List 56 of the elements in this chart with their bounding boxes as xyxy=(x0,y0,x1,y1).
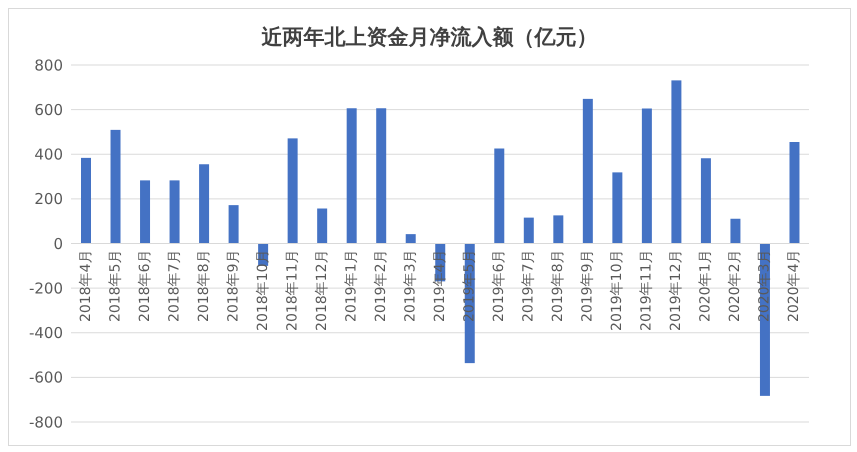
bar xyxy=(671,80,682,244)
y-tick-label: -200 xyxy=(28,279,63,298)
x-tick-label: 2019年1月 xyxy=(343,250,360,322)
x-tick-label: 2019年6月 xyxy=(491,250,508,322)
bar xyxy=(346,108,357,244)
x-tick-label: 2019年12月 xyxy=(668,250,684,331)
x-tick-label: 2018年12月 xyxy=(314,250,330,331)
y-tick-label: 0 xyxy=(53,234,63,253)
bar xyxy=(642,108,652,244)
bar xyxy=(524,218,534,244)
x-tick-label: 2019年3月 xyxy=(402,250,418,322)
x-tick-label: 2019年11月 xyxy=(638,250,655,331)
x-tick-label: 2020年2月 xyxy=(727,250,744,322)
x-tick-label: 2019年9月 xyxy=(580,250,596,322)
x-tick-label: 2020年4月 xyxy=(786,250,802,322)
bar xyxy=(553,215,564,244)
x-tick-label: 2018年5月 xyxy=(107,250,124,322)
x-tick-label: 2018年9月 xyxy=(225,250,242,322)
bar xyxy=(612,172,622,244)
bar xyxy=(494,148,504,244)
bar xyxy=(288,138,298,244)
x-tick-label: 2019年7月 xyxy=(520,250,537,322)
chart-title: 近两年北上资金月净流入额（亿元） xyxy=(260,24,598,51)
x-tick-label: 2018年10月 xyxy=(254,250,271,331)
bar xyxy=(81,158,91,244)
y-tick-label: 400 xyxy=(34,146,63,164)
bar xyxy=(317,208,328,244)
bar xyxy=(140,180,150,244)
y-tick-label: 600 xyxy=(34,100,63,119)
bar xyxy=(170,180,180,244)
y-tick-label: 200 xyxy=(34,190,63,208)
bar xyxy=(730,218,740,244)
y-tick-label: -400 xyxy=(28,324,63,342)
bar xyxy=(582,98,593,244)
y-tick-label: 800 xyxy=(34,56,63,74)
x-tick-label: 2018年4月 xyxy=(78,250,94,322)
x-tick-label: 2018年6月 xyxy=(136,250,153,322)
bar xyxy=(110,130,121,244)
x-tick-label: 2018年11月 xyxy=(284,250,300,331)
bar xyxy=(789,142,800,244)
x-tick-label: 2019年2月 xyxy=(372,250,389,322)
bar xyxy=(376,108,386,244)
x-tick-label: 2018年7月 xyxy=(166,250,182,322)
y-tick-label: -600 xyxy=(28,368,63,387)
bar xyxy=(199,164,210,244)
bar xyxy=(700,158,711,244)
bar xyxy=(406,234,416,244)
x-tick-label: 2020年3月 xyxy=(756,250,773,322)
x-tick-label: 2019年10月 xyxy=(609,250,626,331)
x-tick-label: 2019年4月 xyxy=(432,250,448,322)
x-tick-label: 2020年1月 xyxy=(698,250,714,322)
x-tick-label: 2018年8月 xyxy=(196,250,212,322)
bar xyxy=(228,205,239,244)
x-tick-label: 2019年5月 xyxy=(462,250,478,322)
x-tick-label: 2019年8月 xyxy=(550,250,566,322)
y-tick-label: -800 xyxy=(28,413,63,432)
